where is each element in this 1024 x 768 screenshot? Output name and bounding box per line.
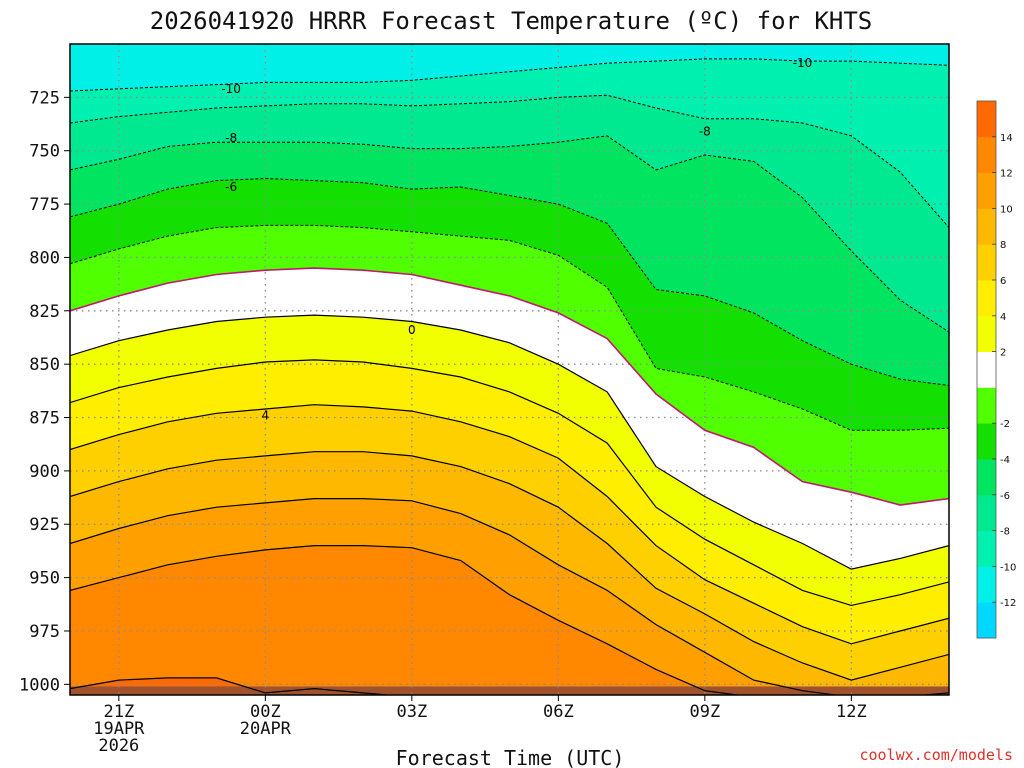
colorbar-frame [976,100,997,639]
isotherm-8 [70,451,949,681]
chart-title: 2026041920 HRRR Forecast Temperature (ºC… [150,7,872,35]
colorbar-swatch-0 [977,351,996,388]
y-tick-label-925: 925 [29,515,60,535]
isotherm-12 [70,544,743,695]
isotherm--2 [70,224,949,431]
colorbar-swatch-2 [977,315,996,352]
colorbar-swatch-4 [977,280,996,317]
colorbar-tick-label-6: 6 [1000,276,1006,287]
colorbar: -12 -10 -8 -6 -4 -2 2 4 6 8 10 12 14 [976,100,1016,639]
colorbar-swatch--8 [977,494,996,531]
colorbar-tick-label-4: 4 [1000,312,1006,323]
contour-labels: -10 -10 -8 -8 -6 0 4 [221,56,812,422]
y-tick-label-875: 875 [29,409,60,429]
colorbar-tick-label-2: 2 [1000,348,1006,359]
isotherm--8 [70,94,949,228]
colorbar-swatch-6 [977,244,996,281]
isotherm-6 [70,404,949,645]
x-axis: 21Z 19APR 2026 00Z 20APR 03Z 06Z 09Z 12Z [93,695,867,756]
colorbar-tick-label-10: 10 [1000,204,1013,215]
contour-label-3: -8 [699,125,711,139]
colorbar-tick-label-8: 8 [1000,240,1006,251]
x-tick-label-9: 06Z [543,702,574,722]
y-tick-label-1000: 1000 [19,675,60,695]
y-tick-label-825: 825 [29,302,60,322]
y-tick-label-850: 850 [29,355,60,375]
y-axis: 725 750 775 800 825 850 875 900 925 950 975 1000 [19,88,70,695]
contour-label-2: -8 [225,131,237,145]
filled-contours [70,44,949,695]
colorbar-swatch--6 [977,459,996,496]
colorbar-swatch--12 [977,566,996,603]
isotherm--6 [70,135,949,333]
isotherm-4 [70,359,949,607]
band-above-12 [70,545,738,695]
colorbar-tick-label-12: 12 [1000,169,1013,180]
x-tick-label-3: 00Z 20APR [240,702,292,739]
isotherm-2 [70,314,949,570]
contour-label-6: 4 [262,408,270,422]
colorbar-tick-label--8: -8 [1000,527,1010,538]
colorbar-swatch--14 [977,602,996,639]
x-tick-label-15: 12Z [836,702,867,722]
x-tick-label-12: 09Z [689,702,720,722]
gridlines [70,44,949,695]
colorbar-swatch-8 [977,208,996,245]
colorbar-tick-label--2: -2 [1000,419,1010,430]
colorbar-tick-label-14: 14 [1000,133,1013,144]
credit-text: coolwx.com/models [859,746,1013,764]
x-tick-label-0: 21Z 19APR 2026 [93,702,145,756]
x-tick-label-6: 03Z [396,702,427,722]
colorbar-swatch-12 [977,136,996,173]
y-tick-label-975: 975 [29,622,60,642]
y-tick-label-725: 725 [29,88,60,108]
colorbar-swatch--10 [977,530,996,567]
isotherm--10 [70,58,949,92]
contour-label-1: -10 [793,56,813,70]
y-tick-label-750: 750 [29,142,60,162]
ground-fill [70,686,949,695]
isotherm-0 [70,267,949,506]
contour-label-4: -6 [225,180,237,194]
colorbar-swatch-14 [977,101,996,138]
y-tick-label-775: 775 [29,195,60,215]
colorbar-tick-label--4: -4 [1000,455,1010,466]
isotherm-14 [70,677,395,695]
isotherm--4 [70,177,949,386]
ground-layer [70,686,949,695]
colorbar-swatch--4 [977,423,996,460]
colorbar-swatch-10 [977,172,996,209]
contour-label-5: 0 [408,323,416,337]
contour-label-0: -10 [221,82,241,96]
x-axis-label: Forecast Time (UTC) [396,746,625,768]
y-tick-label-800: 800 [29,248,60,268]
colorbar-swatch--2 [977,387,996,424]
y-tick-label-950: 950 [29,569,60,589]
isotherm-lines [70,58,949,695]
isotherm-10 [70,498,949,695]
colorbar-tick-label--12: -12 [1000,598,1016,609]
colorbar-tick-label--10: -10 [1000,562,1016,573]
colorbar-tick-label--6: -6 [1000,491,1010,502]
y-tick-label-900: 900 [29,462,60,482]
plot-frame [69,43,950,696]
